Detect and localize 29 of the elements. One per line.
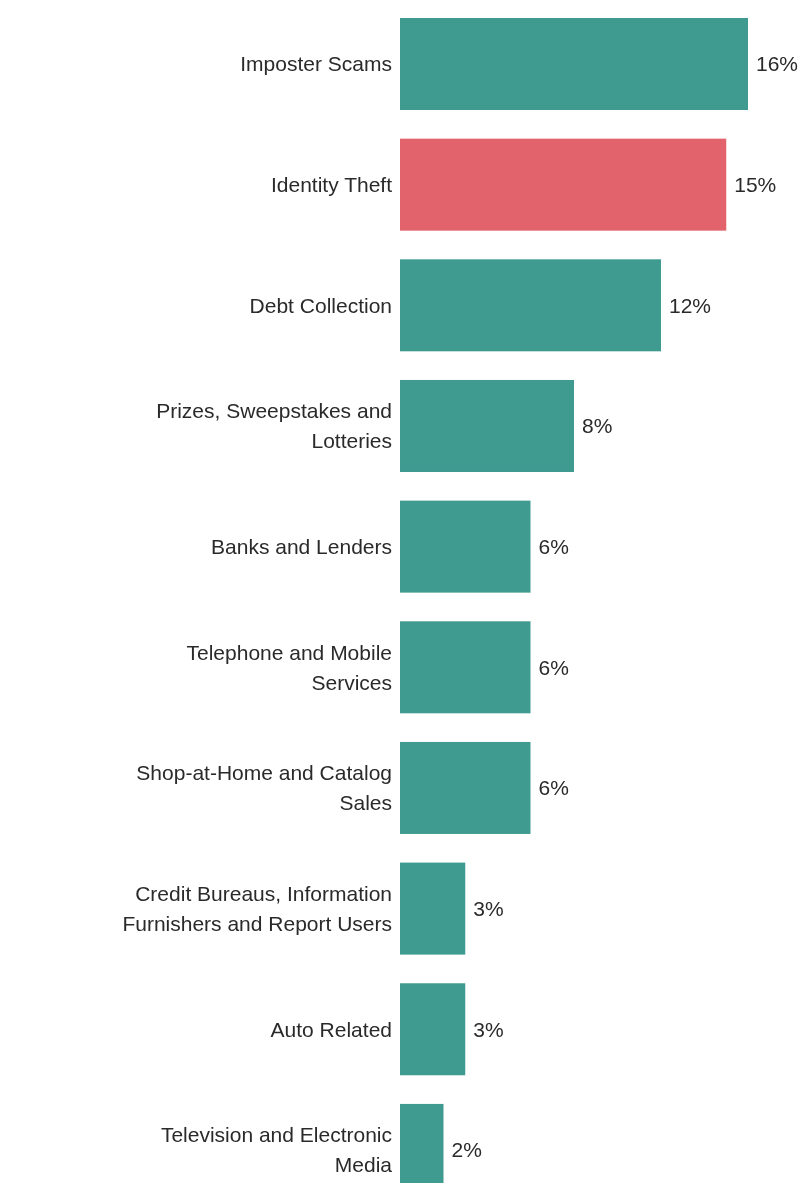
data-label: 8% xyxy=(582,414,613,438)
bar xyxy=(400,741,531,834)
y-tick-label: Shop-at-Home and Catalog Sales xyxy=(136,761,392,815)
bar xyxy=(400,500,531,593)
bar xyxy=(400,983,466,1076)
bar xyxy=(400,18,748,110)
bar xyxy=(400,138,727,231)
bar xyxy=(400,621,531,714)
y-tick-label: Debt Collection xyxy=(249,293,392,317)
data-label: 6% xyxy=(538,655,569,679)
bar xyxy=(400,259,661,352)
data-label: 2% xyxy=(451,1138,482,1162)
y-tick-label: Auto Related xyxy=(270,1017,392,1041)
y-tick-label: Telephone and Mobile Services xyxy=(186,640,392,694)
data-label: 15% xyxy=(734,173,777,197)
bar xyxy=(400,379,574,472)
y-tick-label: Prizes, Sweepstakes and Lotteries xyxy=(156,399,392,453)
y-tick-label: Credit Bureaus, Information Furnishers and Report Users xyxy=(122,881,392,935)
y-tick-label: Television and Electronic Media xyxy=(160,1123,393,1177)
data-label: 3% xyxy=(473,896,504,920)
data-label: 3% xyxy=(473,1017,504,1041)
data-label: 6% xyxy=(538,776,569,800)
y-tick-label: Imposter Scams xyxy=(240,52,392,76)
y-tick-label: Identity Theft xyxy=(270,173,393,197)
data-label: 6% xyxy=(538,534,569,558)
data-label: 16% xyxy=(756,52,799,76)
y-tick-label: Banks and Lenders xyxy=(211,534,392,558)
bar xyxy=(400,862,466,955)
data-label: 12% xyxy=(669,293,712,317)
